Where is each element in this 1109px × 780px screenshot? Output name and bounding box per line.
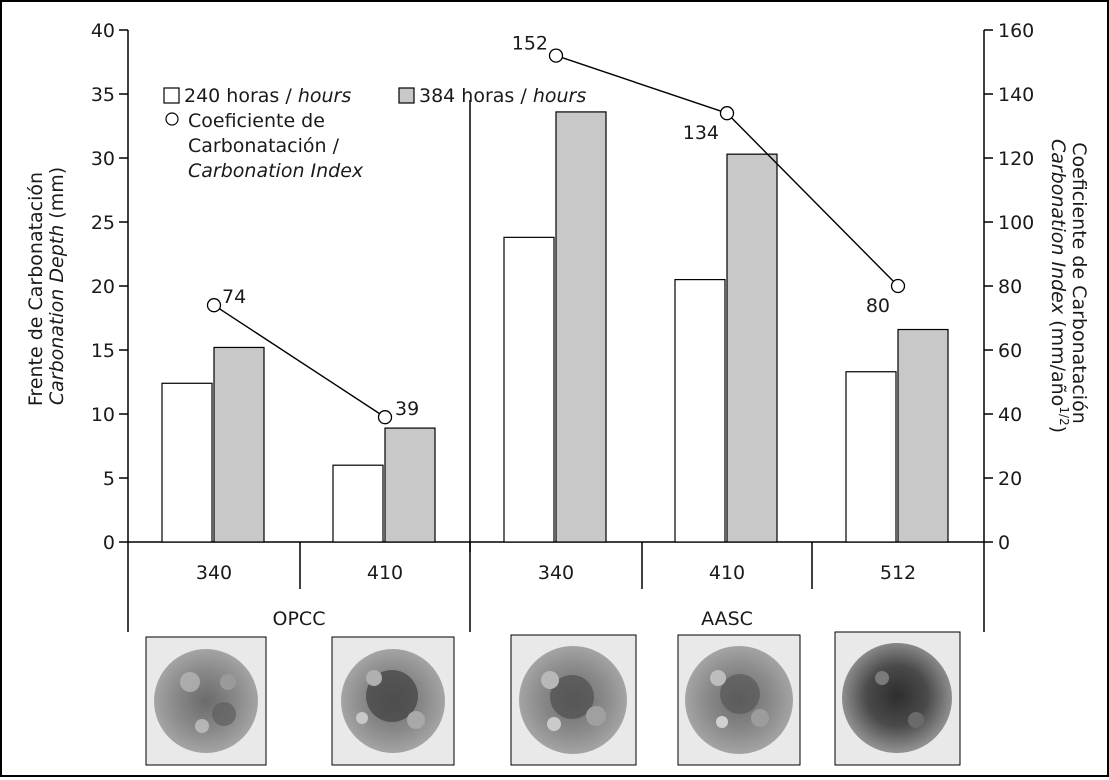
left-axis-title: Frente de Carbonatación Carbonation Dept… bbox=[25, 166, 68, 406]
right-tick-label: 100 bbox=[998, 212, 1034, 234]
right-tick-label: 20 bbox=[998, 468, 1022, 490]
sample-photos bbox=[145, 631, 961, 766]
legend-label-384h: 384 horas / hours bbox=[419, 85, 586, 107]
group-labels: OPCC AASC bbox=[273, 608, 753, 630]
left-axis-ticks: 0 5 10 15 20 25 30 35 40 bbox=[91, 20, 128, 554]
group-label: AASC bbox=[701, 608, 753, 630]
legend-label-index-1: Coeficiente de bbox=[188, 110, 325, 132]
right-tick-label: 140 bbox=[998, 84, 1034, 106]
aasc-512-sample bbox=[834, 631, 961, 766]
left-tick-label: 40 bbox=[91, 20, 115, 42]
left-tick-label: 0 bbox=[103, 532, 115, 554]
left-axis-title-italic: Carbonation Depth bbox=[46, 225, 68, 405]
opcc-410-sample bbox=[331, 636, 455, 766]
index-value-label: 152 bbox=[512, 33, 548, 55]
index-line-segment bbox=[213, 304, 386, 418]
aasc-410-sample bbox=[677, 634, 801, 766]
carbonation-index-line: 74 39 152 134 80 bbox=[206, 33, 906, 425]
index-point bbox=[548, 48, 564, 63]
index-value-label: 80 bbox=[866, 295, 890, 317]
left-tick-label: 30 bbox=[91, 148, 115, 170]
bar-384h bbox=[213, 346, 265, 543]
category-label: 512 bbox=[880, 562, 916, 584]
right-axis-title-italic: Carbonation Index bbox=[1047, 139, 1069, 315]
category-label: 410 bbox=[709, 562, 745, 584]
bar-240h bbox=[161, 382, 213, 543]
left-tick-label: 15 bbox=[91, 340, 115, 362]
right-axis-title-line1: Coeficiente de Carbonatación bbox=[1068, 142, 1090, 424]
category-label: 340 bbox=[538, 562, 574, 584]
bar-240h bbox=[332, 464, 384, 543]
index-value-label: 74 bbox=[222, 286, 246, 308]
legend-swatch-384h bbox=[398, 87, 415, 104]
index-value-label: 39 bbox=[395, 398, 419, 420]
left-tick-label: 10 bbox=[91, 404, 115, 426]
left-axis-title-line1: Frente de Carbonatación bbox=[25, 172, 47, 406]
bar-240h bbox=[503, 236, 555, 543]
bars bbox=[161, 111, 949, 543]
aasc-340-sample bbox=[510, 634, 637, 766]
right-axis-ticks: 0 20 40 60 80 100 120 140 160 bbox=[984, 20, 1034, 554]
index-line-segment bbox=[726, 112, 899, 287]
legend-marker-index bbox=[165, 112, 179, 126]
right-axis-title: Coeficiente de Carbonatación Carbonation… bbox=[1047, 139, 1090, 433]
right-tick-label: 160 bbox=[998, 20, 1034, 42]
bar-384h bbox=[384, 427, 436, 543]
right-axis-title-end: ) bbox=[1047, 426, 1069, 433]
bar-384h bbox=[555, 111, 607, 543]
category-label: 410 bbox=[367, 562, 403, 584]
legend-label-240h: 240 horas / hours bbox=[184, 85, 351, 107]
bar-384h bbox=[726, 153, 778, 543]
right-axis-title-sup: 1/2 bbox=[1057, 406, 1071, 425]
category-table bbox=[127, 542, 985, 632]
right-axis-title-unit: (mm/año bbox=[1047, 314, 1069, 406]
right-tick-label: 60 bbox=[998, 340, 1022, 362]
group-label: OPCC bbox=[273, 608, 326, 630]
category-label: 340 bbox=[196, 562, 232, 584]
index-line-segment bbox=[555, 54, 728, 114]
left-tick-label: 25 bbox=[91, 212, 115, 234]
bar-384h bbox=[897, 328, 949, 543]
right-tick-label: 0 bbox=[998, 532, 1010, 554]
legend-swatch-240h bbox=[163, 87, 180, 104]
left-tick-label: 35 bbox=[91, 84, 115, 106]
left-tick-label: 5 bbox=[103, 468, 115, 490]
index-point bbox=[719, 106, 735, 121]
opcc-340-sample bbox=[145, 636, 267, 766]
legend-label-index-2: Carbonatación / bbox=[188, 135, 340, 157]
index-point bbox=[890, 278, 906, 294]
bar-240h bbox=[845, 371, 897, 543]
bar-240h bbox=[674, 279, 726, 543]
category-labels: 340 410 340 410 512 bbox=[196, 562, 916, 584]
right-tick-label: 120 bbox=[998, 148, 1034, 170]
index-point bbox=[377, 410, 393, 425]
index-point bbox=[206, 298, 222, 313]
right-tick-label: 80 bbox=[998, 276, 1022, 298]
right-tick-label: 40 bbox=[998, 404, 1022, 426]
legend: 240 horas / hours 384 horas / hours Coef… bbox=[163, 85, 586, 182]
legend-label-index-3: Carbonation Index bbox=[188, 160, 364, 182]
left-axis-title-unit: (mm) bbox=[46, 167, 68, 225]
left-tick-label: 20 bbox=[91, 276, 115, 298]
index-value-label: 134 bbox=[683, 122, 719, 144]
